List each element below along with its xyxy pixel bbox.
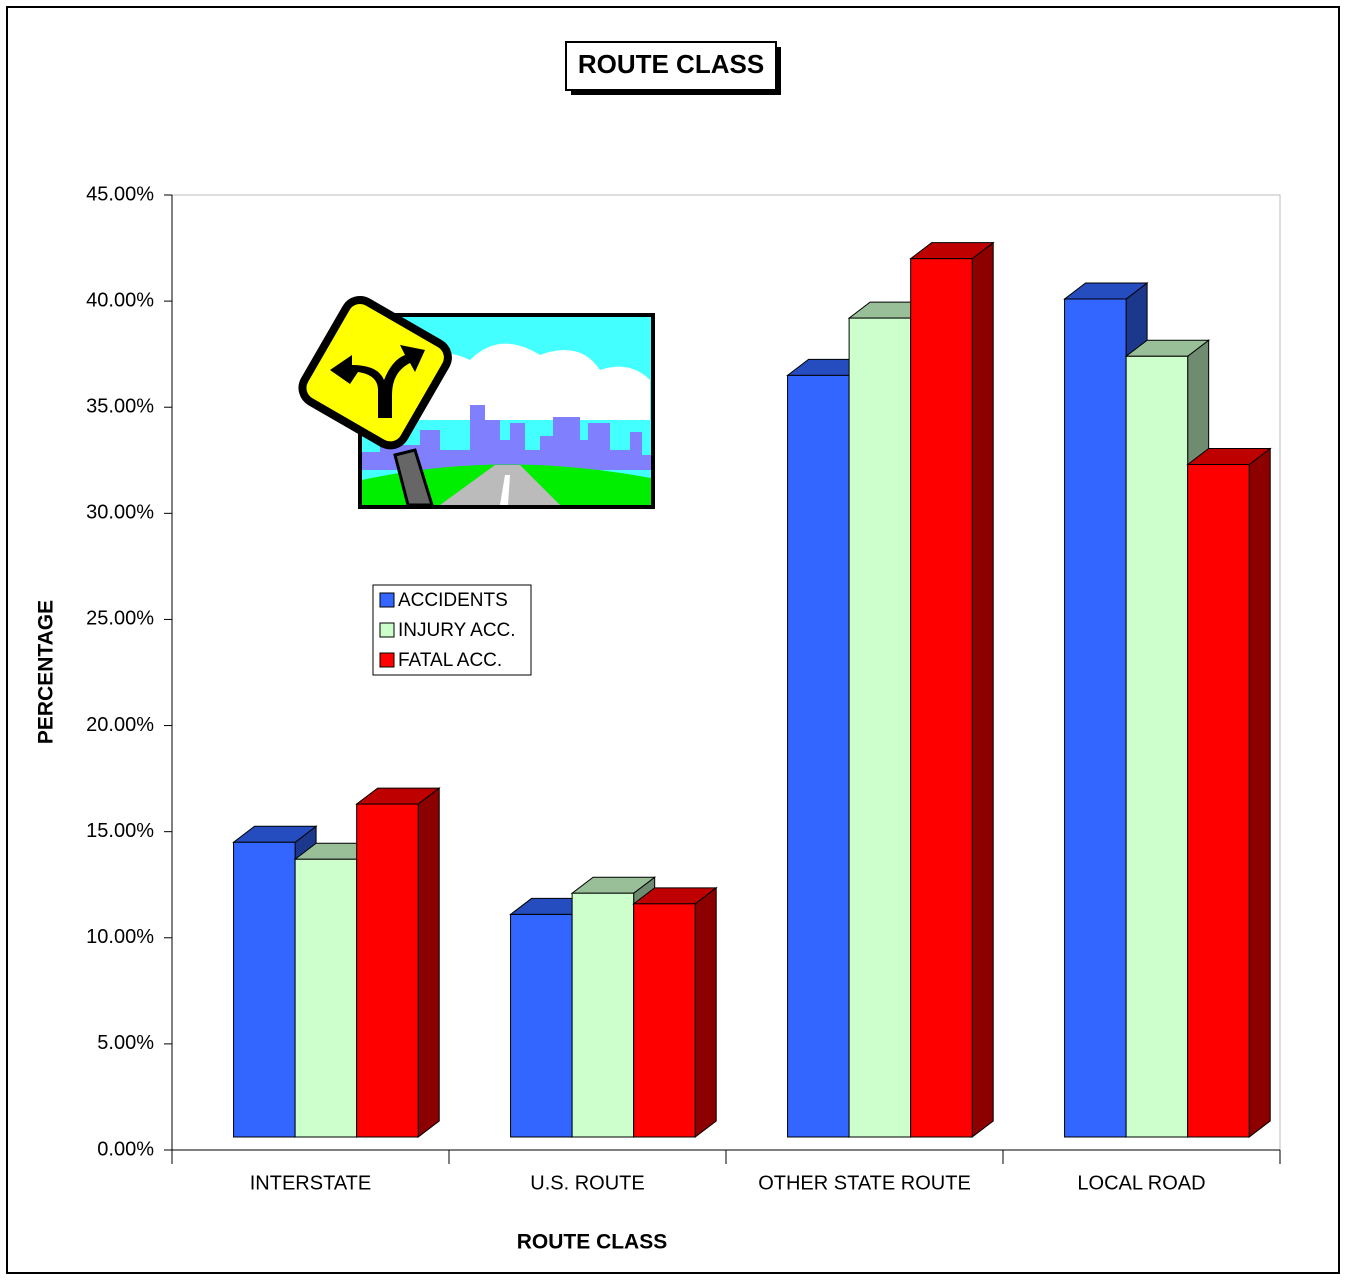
bar: [1064, 298, 1127, 1138]
y-tick-label: 0.00%: [97, 1138, 154, 1160]
bar: [1125, 355, 1189, 1138]
y-tick-label: 5.00%: [97, 1032, 154, 1054]
clip-art: [298, 295, 655, 509]
bar-side: [417, 787, 440, 1139]
bar-side: [694, 886, 717, 1139]
bar: [787, 374, 850, 1138]
legend-label: INJURY ACC.: [398, 620, 516, 641]
x-tick-label: INTERSTATE: [250, 1172, 371, 1194]
chart-title: ROUTE CLASS: [578, 49, 764, 79]
legend-label: ACCIDENTS: [398, 590, 508, 611]
road-line: [500, 475, 510, 505]
y-tick-label: 40.00%: [86, 289, 154, 311]
bar: [848, 317, 912, 1138]
legend: [372, 584, 532, 676]
y-axis-title: PERCENTAGE: [35, 600, 58, 744]
clouds: [400, 343, 650, 420]
legend-label: FATAL ACC.: [398, 650, 502, 671]
x-tick-label: LOCAL ROAD: [1077, 1172, 1205, 1194]
y-tick-label: 25.00%: [86, 608, 154, 630]
y-tick-label: 35.00%: [86, 396, 154, 418]
bar-side: [1248, 447, 1271, 1139]
legend-box: [372, 584, 532, 676]
road: [440, 465, 560, 505]
plot-frame: [172, 194, 1281, 1150]
bar: [294, 858, 358, 1138]
y-tick-label: 15.00%: [86, 820, 154, 842]
sign-post: [393, 448, 435, 507]
legend-swatch: [379, 622, 395, 638]
bar: [510, 913, 573, 1138]
skyline: [362, 405, 651, 470]
y-tick-label: 10.00%: [86, 926, 154, 948]
bar: [571, 892, 635, 1138]
sign-arrows: [330, 345, 425, 418]
bar: [633, 903, 696, 1138]
legend-swatch: [379, 652, 395, 668]
title-box: [565, 41, 777, 91]
legend-swatch: [379, 592, 395, 608]
y-tick-label: 30.00%: [86, 502, 154, 524]
y-tick-label: 20.00%: [86, 714, 154, 736]
x-axis-title: ROUTE CLASS: [517, 1231, 668, 1254]
y-tick-label: 45.00%: [86, 183, 154, 205]
bar: [1187, 464, 1250, 1138]
x-tick-label: OTHER STATE ROUTE: [758, 1172, 971, 1194]
bar: [910, 258, 973, 1138]
bar-side: [971, 241, 994, 1139]
x-tick-label: U.S. ROUTE: [530, 1172, 644, 1194]
bar: [356, 803, 419, 1138]
bar: [233, 841, 296, 1138]
